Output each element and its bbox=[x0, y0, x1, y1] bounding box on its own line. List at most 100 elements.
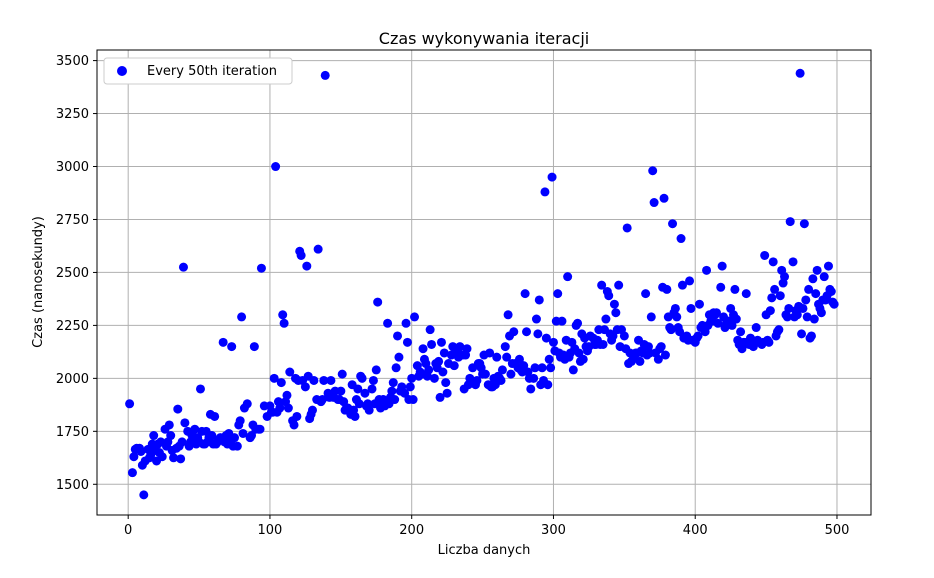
data-point bbox=[768, 257, 778, 267]
data-point bbox=[514, 354, 524, 364]
data-point bbox=[149, 431, 159, 441]
data-point bbox=[543, 380, 553, 390]
data-point bbox=[424, 365, 434, 375]
data-point bbox=[760, 250, 770, 260]
data-point bbox=[509, 327, 519, 337]
y-tick-label: 1750 bbox=[56, 425, 89, 440]
data-point bbox=[530, 363, 540, 373]
data-point bbox=[500, 342, 510, 352]
data-point bbox=[394, 352, 404, 362]
data-point bbox=[249, 342, 259, 352]
data-point bbox=[711, 308, 721, 318]
data-point bbox=[685, 276, 695, 286]
data-point bbox=[764, 337, 774, 347]
data-point bbox=[207, 431, 217, 441]
data-point bbox=[668, 219, 678, 229]
data-point bbox=[541, 333, 551, 343]
data-point bbox=[388, 378, 398, 388]
y-axis-label: Czas (nanosekundy) bbox=[31, 216, 46, 348]
x-axis-label: Liczba danych bbox=[438, 543, 531, 558]
data-point bbox=[531, 314, 541, 324]
data-point bbox=[694, 299, 704, 309]
data-point bbox=[676, 234, 686, 244]
data-point bbox=[506, 369, 516, 379]
data-point bbox=[546, 363, 556, 373]
legend-label: Every 50th iteration bbox=[147, 64, 277, 79]
data-point bbox=[408, 395, 418, 405]
data-point bbox=[436, 337, 446, 347]
data-point bbox=[666, 325, 676, 335]
data-point bbox=[317, 395, 327, 405]
data-point bbox=[367, 384, 377, 394]
data-point bbox=[656, 342, 666, 352]
data-point bbox=[785, 217, 795, 227]
data-point bbox=[547, 172, 557, 182]
data-point bbox=[614, 280, 624, 290]
x-tick-label: 400 bbox=[683, 523, 708, 538]
data-point bbox=[472, 375, 482, 385]
data-point bbox=[611, 308, 621, 318]
data-point bbox=[788, 257, 798, 267]
data-point bbox=[180, 418, 190, 428]
data-point bbox=[425, 325, 435, 335]
data-point bbox=[177, 437, 187, 447]
data-point bbox=[519, 361, 529, 371]
data-point bbox=[129, 452, 139, 462]
data-point bbox=[823, 261, 833, 271]
data-point bbox=[808, 274, 818, 284]
data-point bbox=[604, 291, 614, 301]
data-point bbox=[622, 223, 632, 233]
data-point bbox=[675, 327, 685, 337]
legend: Every 50th iteration bbox=[103, 57, 293, 85]
data-point bbox=[713, 318, 723, 328]
data-point bbox=[662, 284, 672, 294]
data-point bbox=[373, 297, 383, 307]
data-point bbox=[442, 388, 452, 398]
data-point bbox=[227, 342, 237, 352]
data-point bbox=[407, 373, 417, 383]
data-point bbox=[157, 452, 167, 462]
grid bbox=[97, 50, 871, 515]
data-point bbox=[770, 284, 780, 294]
data-point bbox=[496, 375, 506, 385]
data-point bbox=[741, 289, 751, 299]
data-point bbox=[242, 399, 252, 409]
data-point bbox=[418, 344, 428, 354]
data-point bbox=[289, 420, 299, 430]
data-point bbox=[534, 295, 544, 305]
data-point bbox=[578, 354, 588, 364]
data-point bbox=[686, 303, 696, 313]
data-point bbox=[279, 318, 289, 328]
data-point bbox=[256, 263, 266, 273]
chart-title: Czas wykonywania iteracji bbox=[379, 29, 589, 48]
data-point bbox=[300, 382, 310, 392]
data-point bbox=[353, 384, 363, 394]
data-point bbox=[816, 308, 826, 318]
data-point bbox=[526, 384, 536, 394]
data-point bbox=[670, 303, 680, 313]
data-point bbox=[765, 306, 775, 316]
data-point bbox=[829, 299, 839, 309]
data-point bbox=[278, 310, 288, 320]
data-point bbox=[434, 356, 444, 366]
data-point bbox=[302, 261, 312, 271]
data-point bbox=[480, 369, 490, 379]
data-point bbox=[164, 420, 174, 430]
data-point bbox=[173, 404, 183, 414]
data-point bbox=[247, 431, 257, 441]
data-point bbox=[568, 365, 578, 375]
data-point bbox=[405, 382, 415, 392]
data-point bbox=[799, 219, 809, 229]
data-point bbox=[350, 411, 360, 421]
y-tick-label: 2500 bbox=[56, 266, 89, 281]
data-point bbox=[533, 329, 543, 339]
data-point bbox=[677, 280, 687, 290]
data-point bbox=[492, 352, 502, 362]
data-point bbox=[798, 303, 808, 313]
data-point bbox=[429, 373, 439, 383]
data-point bbox=[548, 337, 558, 347]
data-point bbox=[520, 289, 530, 299]
data-point bbox=[597, 280, 607, 290]
data-point bbox=[809, 314, 819, 324]
